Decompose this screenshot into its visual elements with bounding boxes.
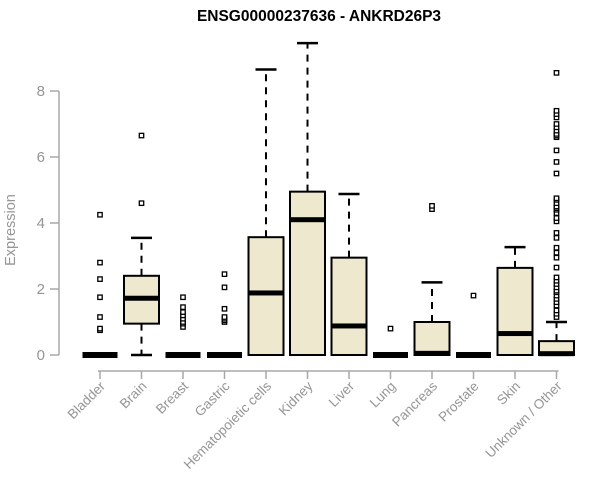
outlier-point	[553, 70, 560, 76]
median-line	[290, 217, 325, 223]
y-tick-label: 2	[37, 281, 45, 298]
outlier-point	[221, 305, 228, 312]
chart-title: ENSG00000237636 - ANKRD26P3	[197, 8, 441, 25]
x-tick-label: Gastric	[192, 378, 233, 419]
median-line	[497, 331, 533, 337]
y-axis-label: Expression	[3, 194, 19, 266]
x-tick-label: Unknown / Other	[482, 378, 565, 461]
outlier-point	[387, 325, 394, 332]
outlier-point	[553, 234, 560, 241]
outlier-point	[429, 202, 435, 209]
x-tick-label: Bladder	[65, 378, 109, 422]
x-tick-label: Brain	[117, 379, 150, 412]
outlier-point	[553, 147, 560, 154]
x-tick-label: Liver	[326, 378, 358, 410]
outlier-point	[97, 325, 103, 332]
outlier-point	[221, 284, 228, 291]
box-prostate-flat	[456, 352, 491, 358]
median-line	[414, 350, 450, 356]
outlier-point	[553, 307, 560, 314]
outlier-point	[97, 314, 103, 320]
median-line	[539, 351, 574, 357]
outlier-point	[553, 249, 560, 256]
y-tick-label: 0	[37, 347, 45, 364]
outlier-point	[553, 230, 560, 236]
outlier-point	[180, 304, 186, 311]
box-pancreas	[413, 321, 451, 356]
median-line	[248, 290, 284, 296]
outlier-point	[553, 274, 560, 281]
x-tick-label: Kidney	[276, 378, 316, 418]
outlier-point	[553, 195, 560, 202]
x-tick-label: Breast	[153, 378, 191, 416]
box-kidney	[289, 190, 326, 356]
x-tick-label: Skin	[494, 379, 523, 408]
outlier-point	[180, 294, 186, 301]
outlier-point	[553, 159, 560, 165]
outlier-point	[138, 200, 145, 207]
box-gastric-flat	[207, 352, 242, 358]
y-tick-label: 8	[37, 83, 45, 100]
box-liver	[330, 256, 368, 356]
box-hematopoietic-cells	[247, 236, 285, 356]
x-tick-label: Pancreas	[389, 378, 440, 429]
outlier-point	[553, 121, 560, 127]
outlier-point	[97, 259, 103, 266]
median-line	[331, 323, 367, 329]
outlier-point	[138, 132, 145, 139]
box-skin	[496, 266, 534, 357]
median-line	[124, 295, 159, 301]
box-breast-flat	[165, 352, 201, 358]
outlier-point	[221, 314, 228, 320]
outlier-point	[97, 276, 103, 282]
box-bladder-flat	[82, 352, 118, 358]
outlier-point	[221, 271, 228, 278]
outlier-point	[553, 254, 560, 261]
outlier-point	[553, 244, 560, 251]
outlier-point	[97, 211, 103, 218]
outlier-point	[553, 107, 560, 114]
outlier-point	[180, 309, 186, 315]
outlier-point	[553, 264, 560, 271]
box-lung-flat	[373, 352, 408, 358]
outlier-point	[97, 294, 103, 301]
y-tick-label: 4	[37, 215, 45, 232]
x-tick-label: Prostate	[435, 379, 481, 425]
y-tick-label: 6	[37, 149, 45, 166]
x-tick-label: Lung	[367, 379, 399, 411]
outlier-point	[553, 170, 560, 177]
outlier-point	[470, 292, 477, 299]
outlier-point	[553, 215, 560, 221]
